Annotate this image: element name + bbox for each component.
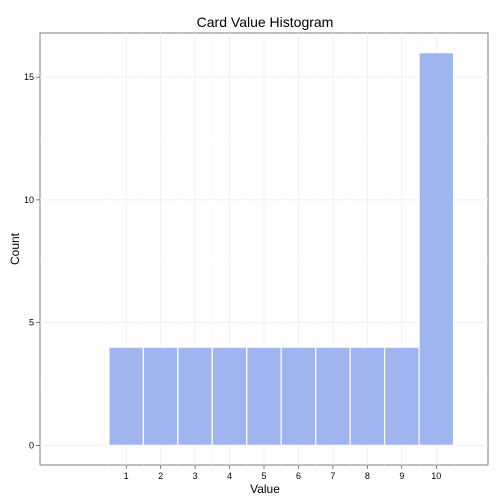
x-tick-label: 1 bbox=[124, 471, 129, 481]
x-tick-label: 2 bbox=[158, 471, 163, 481]
bar-3 bbox=[177, 346, 213, 446]
x-tick-label: 3 bbox=[193, 471, 198, 481]
bar-9 bbox=[384, 346, 420, 446]
bar-4 bbox=[211, 346, 248, 446]
bar-1 bbox=[108, 346, 144, 446]
bar-7 bbox=[315, 346, 351, 446]
x-tick-label: 4 bbox=[227, 471, 232, 481]
x-axis-ticks: 1 2 3 4 5 6 7 8 9 10 bbox=[124, 465, 441, 481]
bar-5 bbox=[246, 346, 282, 446]
x-tick-label: 8 bbox=[365, 471, 370, 481]
x-axis-title: Value bbox=[250, 482, 280, 496]
x-tick-label: 10 bbox=[431, 471, 441, 481]
x-tick-label: 7 bbox=[330, 471, 335, 481]
y-tick-label: 15 bbox=[24, 72, 34, 82]
bars bbox=[108, 52, 455, 446]
bar-6 bbox=[280, 346, 317, 446]
bar-2 bbox=[142, 346, 179, 446]
x-tick-label: 9 bbox=[399, 471, 404, 481]
x-tick-label: 6 bbox=[296, 471, 301, 481]
y-tick-label: 10 bbox=[24, 195, 34, 205]
y-tick-label: 5 bbox=[29, 318, 34, 328]
bar-8 bbox=[349, 346, 386, 446]
chart-title: Card Value Histogram bbox=[197, 14, 334, 30]
bar-10 bbox=[418, 52, 455, 446]
y-axis-ticks: 0 5 10 15 bbox=[24, 72, 40, 450]
x-tick-label: 5 bbox=[261, 471, 266, 481]
y-tick-label: 0 bbox=[29, 440, 34, 450]
y-axis-title: Count bbox=[8, 232, 22, 265]
